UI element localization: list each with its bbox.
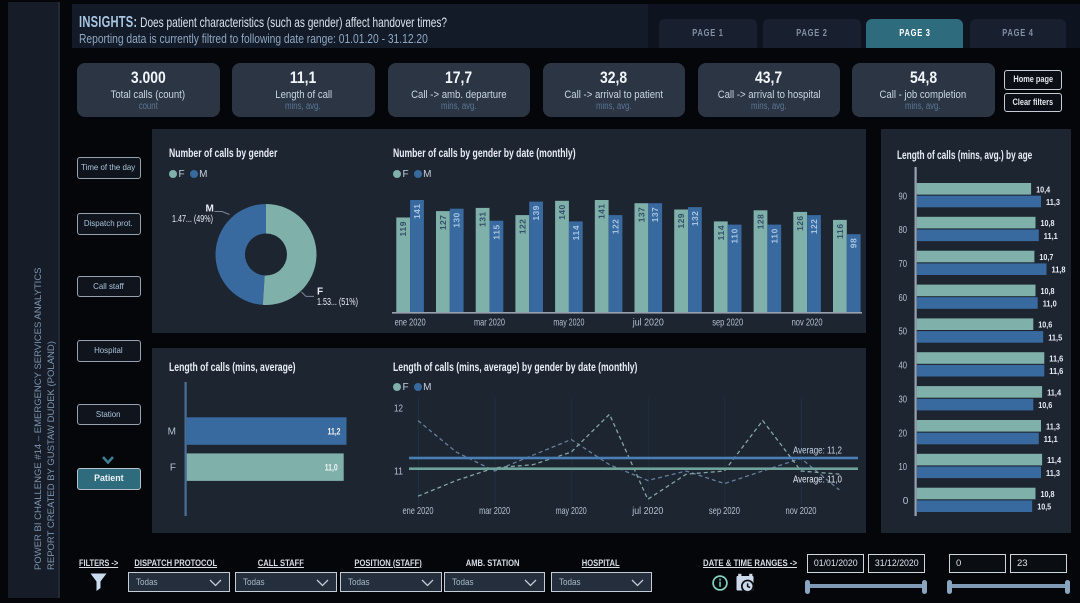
svg-text:10,7: 10,7 (1039, 252, 1053, 262)
svg-text:11,4: 11,4 (1047, 455, 1061, 465)
svg-text:141: 141 (412, 204, 422, 219)
svg-text:11,4: 11,4 (1047, 387, 1061, 397)
svg-text:nov 2020: nov 2020 (792, 317, 823, 329)
svg-text:137: 137 (636, 207, 646, 222)
svg-text:11,5: 11,5 (1048, 332, 1062, 342)
svg-text:137: 137 (650, 207, 660, 222)
svg-text:122: 122 (809, 219, 819, 234)
svg-text:12: 12 (394, 404, 403, 415)
svg-text:Average: 11,2: Average: 11,2 (793, 446, 842, 457)
svg-text:110: 110 (730, 228, 740, 243)
svg-text:70: 70 (899, 259, 908, 270)
svg-text:10,8: 10,8 (1041, 489, 1055, 499)
svg-text:122: 122 (517, 219, 527, 234)
svg-text:30: 30 (899, 394, 908, 405)
svg-text:128: 128 (756, 214, 766, 229)
svg-text:10,6: 10,6 (1038, 320, 1052, 330)
svg-text:11,3: 11,3 (1046, 197, 1060, 207)
svg-text:11,3: 11,3 (1046, 468, 1060, 478)
svg-text:M: M (206, 204, 214, 215)
svg-text:jul 2020: jul 2020 (632, 317, 664, 329)
svg-text:11,6: 11,6 (1049, 366, 1063, 376)
svg-text:98: 98 (849, 238, 859, 248)
svg-text:0: 0 (903, 496, 909, 507)
svg-text:10,8: 10,8 (1041, 218, 1055, 228)
svg-text:114: 114 (571, 225, 581, 240)
svg-text:116: 116 (835, 224, 845, 239)
svg-text:131: 131 (478, 212, 488, 227)
svg-text:129: 129 (676, 213, 686, 228)
svg-text:11,1: 11,1 (1044, 434, 1058, 444)
svg-text:M: M (168, 427, 176, 438)
svg-text:10,6: 10,6 (1038, 400, 1052, 410)
svg-text:11,0: 11,0 (1043, 299, 1057, 309)
svg-text:80: 80 (899, 225, 908, 236)
svg-text:ene 2020: ene 2020 (395, 317, 426, 329)
svg-text:F: F (317, 287, 323, 298)
svg-text:11,3: 11,3 (1046, 421, 1060, 431)
svg-text:F: F (170, 463, 176, 474)
svg-text:jul 2020: jul 2020 (631, 505, 663, 517)
svg-text:sep 2020: sep 2020 (709, 505, 740, 517)
svg-text:140: 140 (557, 205, 567, 220)
svg-text:139: 139 (531, 205, 541, 220)
svg-text:40: 40 (899, 361, 908, 372)
svg-text:ene 2020: ene 2020 (403, 505, 434, 517)
svg-text:115: 115 (491, 224, 501, 239)
svg-text:110: 110 (769, 228, 779, 243)
svg-text:122: 122 (611, 219, 621, 234)
svg-text:90: 90 (899, 191, 908, 202)
svg-text:10,8: 10,8 (1041, 286, 1055, 296)
svg-text:mar 2020: mar 2020 (479, 505, 510, 517)
svg-text:132: 132 (690, 211, 700, 226)
svg-text:may 2020: may 2020 (556, 505, 587, 517)
svg-text:10,5: 10,5 (1037, 502, 1051, 512)
svg-text:141: 141 (597, 204, 607, 219)
svg-text:127: 127 (438, 215, 448, 230)
svg-text:may 2020: may 2020 (553, 317, 584, 329)
svg-text:10: 10 (899, 462, 908, 473)
svg-text:126: 126 (795, 216, 805, 231)
svg-text:114: 114 (716, 225, 726, 240)
svg-text:1.47... (49%): 1.47... (49%) (172, 214, 213, 225)
svg-text:119: 119 (398, 221, 408, 236)
svg-text:11,0: 11,0 (325, 463, 338, 473)
svg-text:11,2: 11,2 (328, 426, 341, 436)
svg-text:20: 20 (899, 428, 908, 439)
svg-text:nov 2020: nov 2020 (786, 505, 817, 517)
svg-text:1.53... (51%): 1.53... (51%) (317, 297, 358, 308)
svg-text:60: 60 (899, 293, 908, 304)
svg-text:Average: 11,0: Average: 11,0 (793, 475, 842, 486)
svg-text:50: 50 (899, 327, 908, 338)
svg-text:130: 130 (452, 212, 462, 227)
svg-text:sep 2020: sep 2020 (712, 317, 743, 329)
svg-text:11,1: 11,1 (1044, 231, 1058, 241)
svg-text:11: 11 (394, 467, 403, 478)
svg-text:mar 2020: mar 2020 (474, 317, 505, 329)
svg-text:10,4: 10,4 (1036, 184, 1050, 194)
svg-text:11,6: 11,6 (1049, 354, 1063, 364)
svg-text:11,8: 11,8 (1052, 265, 1066, 275)
